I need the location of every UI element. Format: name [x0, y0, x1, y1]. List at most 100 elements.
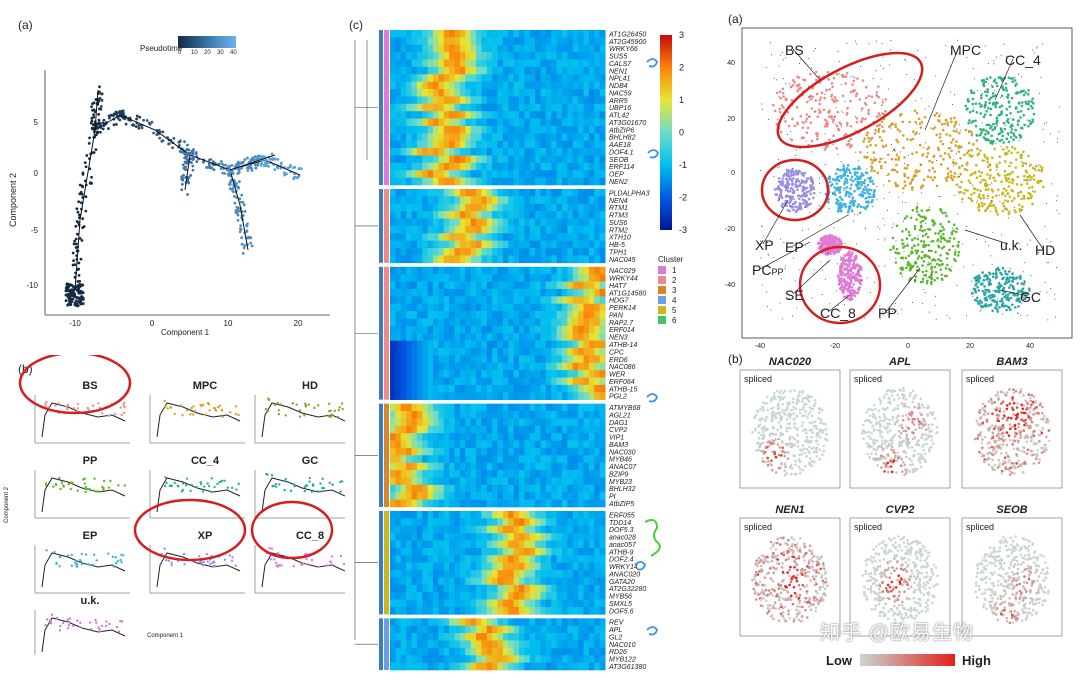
- gene-label: UBP16: [609, 105, 631, 112]
- scale-tick: 2: [679, 63, 684, 73]
- panel-title: MPC: [193, 380, 218, 392]
- scale-tick: 1: [679, 95, 684, 105]
- panel-title: PP: [83, 455, 98, 467]
- pseudotime-tick: 0: [178, 50, 182, 56]
- gene-label: ATL42: [608, 113, 629, 120]
- gene-label: GL2: [609, 634, 622, 641]
- gene-label: CVP2: [609, 427, 627, 434]
- pseudotime-tick: 10: [191, 50, 198, 56]
- gene-label: NAC086: [609, 364, 636, 371]
- cluster-label-cc4: CC_4: [1005, 52, 1041, 68]
- small-y-axis-label: Component 2: [4, 486, 10, 523]
- gene-label: ATHB-15: [608, 386, 637, 393]
- tsne-x-tick: -20: [830, 343, 840, 350]
- panel-label-b-right: (b): [728, 352, 743, 366]
- cluster-label-cc8: CC_8: [820, 305, 856, 321]
- gene-label: AT3G01670: [608, 120, 646, 127]
- gene-panel-nac020: NAC020 spliced: [739, 356, 841, 489]
- gene-label: HAT7: [609, 283, 627, 290]
- heatmap-block: [379, 403, 606, 508]
- panel-title: BS: [82, 380, 97, 392]
- gene-label: RTM3: [609, 213, 628, 220]
- scale-tick: 0: [679, 128, 684, 138]
- pseudotime-tick: 30: [217, 50, 224, 56]
- gene-label: RD26: [609, 649, 627, 656]
- tsne-cluster-plot: 40 20 0 -20 -40 -40 -20 0 20 40 BS MPC CC_4 XP EPPCPPS…: [725, 27, 1073, 350]
- panel-cc4: CC_4: [149, 455, 245, 519]
- pseudotime-heatmap: AT1G26450AT2G45900WRKY66SUS5CALS7NEN1NPL…: [354, 30, 687, 671]
- tsne-x-tick: 20: [966, 343, 974, 350]
- gene-label: RTM2: [609, 227, 628, 234]
- gene-title: NEN1: [775, 504, 804, 516]
- gene-label: NAC010: [609, 642, 636, 649]
- gene-panel-cvp2: CVP2 spliced: [849, 504, 951, 637]
- gene-label: TDD14: [609, 520, 631, 527]
- y-tick: 0: [34, 169, 39, 178]
- gene-label: DOF4.1: [609, 149, 634, 156]
- gene-label: AAE18: [608, 142, 631, 149]
- gene-label: NAC030: [609, 449, 636, 456]
- gene-label: anac057: [609, 542, 637, 549]
- panel-xp: XP: [149, 530, 245, 594]
- gene-title: NAC020: [769, 356, 812, 368]
- gene-tag: spliced: [854, 522, 882, 532]
- gene-label: MYB122: [609, 657, 636, 664]
- gene-label: MYB46: [609, 457, 632, 464]
- gene-label: AT1G26450: [608, 31, 646, 38]
- gene-label: SUS6: [609, 220, 627, 227]
- cluster-label-mpc: MPC: [950, 42, 981, 58]
- panel-label-a: (a): [18, 18, 33, 32]
- gene-label: NAC045: [609, 257, 636, 264]
- gene-label: SEOB: [609, 157, 629, 164]
- gene-label: anac028: [609, 535, 636, 542]
- gene-label: SUS5: [609, 54, 627, 61]
- panel-bs: BS: [34, 380, 130, 444]
- legend-high: High: [962, 653, 991, 668]
- gene-label: ARR5: [608, 98, 628, 105]
- gene-label: CALS7: [609, 61, 632, 68]
- gene-tag: spliced: [854, 374, 882, 384]
- gene-label: CPC: [609, 349, 625, 356]
- gene-label: AT2G45900: [608, 39, 646, 46]
- x-axis-label: Component 1: [161, 328, 210, 337]
- x-tick: 0: [150, 319, 155, 328]
- gene-title: CVP2: [886, 504, 915, 516]
- cluster-legend-title: Cluster: [658, 255, 684, 264]
- gene-label: DOF2.4: [609, 557, 634, 564]
- panel-mpc: MPC: [149, 380, 245, 444]
- scale-tick: 3: [679, 30, 684, 40]
- gene-label: NEN2: [609, 179, 628, 186]
- gene-label: RTM1: [609, 205, 628, 212]
- gene-label: AtbZIP6: [608, 127, 634, 134]
- pseudotime-colorbar: [178, 36, 236, 48]
- gene-label: BHLH82: [609, 135, 636, 142]
- gene-label: ERD6: [609, 357, 628, 364]
- cluster-legend-item: 6: [672, 316, 677, 325]
- pseudotime-legend-ticks: 0 10 20 30 40: [178, 50, 237, 60]
- gene-label: VIP1: [609, 435, 624, 442]
- y-tick: 5: [34, 118, 39, 127]
- panel-hd: HD: [254, 380, 345, 444]
- gene-label: DOF5.6: [609, 608, 634, 615]
- gene-label: GATA20: [609, 579, 635, 586]
- gene-title: BAM3: [996, 356, 1027, 368]
- cluster-legend-item: 5: [672, 306, 677, 315]
- panel-pp: PP: [34, 455, 130, 519]
- cluster-label-gc: GC: [1020, 289, 1041, 305]
- gene-tag: spliced: [744, 374, 772, 384]
- y-tick: -5: [31, 226, 39, 235]
- gene-label: NAC59: [609, 90, 632, 97]
- gene-label: PERK14: [609, 305, 636, 312]
- tsne-y-tick: -40: [725, 282, 735, 289]
- gene-panel-apl: APL spliced: [849, 356, 951, 489]
- gene-label: ATHB-14: [608, 342, 637, 349]
- gene-label: RAP2.7: [609, 320, 634, 327]
- small-x-axis-label: Component 1: [147, 633, 184, 639]
- gene-label: HDG7: [609, 298, 630, 305]
- scale-tick: -3: [679, 225, 687, 235]
- pseudotime-tick: 40: [230, 50, 237, 56]
- gene-label: NEN3: [609, 335, 628, 342]
- cluster-label-pp: PP: [878, 305, 897, 321]
- gene-title: SEOB: [996, 504, 1027, 516]
- gene-label: XTH10: [608, 235, 631, 242]
